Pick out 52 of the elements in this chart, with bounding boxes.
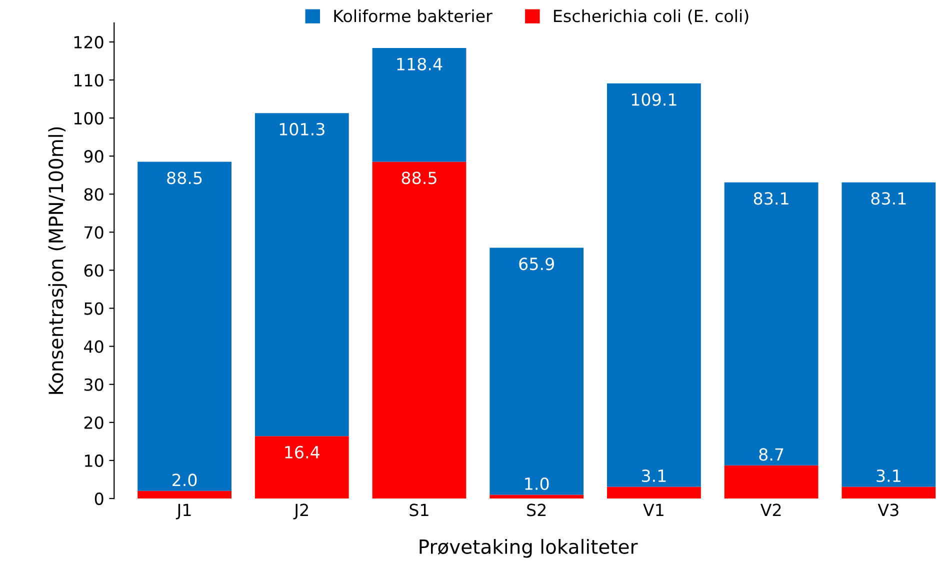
bar xyxy=(138,490,232,499)
data-label: 1.0 xyxy=(525,477,549,490)
bar xyxy=(607,486,701,499)
y-tick-label: 40 xyxy=(84,340,104,353)
bar xyxy=(724,465,818,499)
bar xyxy=(138,162,232,491)
total-label: 118.4 xyxy=(397,58,442,70)
data-label: 3.1 xyxy=(876,469,900,482)
x-tick-label: S1 xyxy=(410,504,428,516)
x-tick-label: J2 xyxy=(293,504,308,520)
bar xyxy=(842,182,936,487)
total-label: 101.3 xyxy=(280,122,324,136)
x-axis-title: Prøvetaking lokaliteter xyxy=(420,538,638,558)
x-tick-label: V2 xyxy=(760,504,781,516)
data-label: 16.4 xyxy=(285,446,320,459)
y-tick-label: 30 xyxy=(84,378,104,391)
y-tick-label: 100 xyxy=(74,112,104,125)
total-label: 83.1 xyxy=(871,192,906,205)
data-label: 88.5 xyxy=(402,172,436,184)
total-label: 109.1 xyxy=(632,93,676,106)
bar xyxy=(842,486,936,499)
y-tick-label: 10 xyxy=(85,454,104,468)
bar xyxy=(254,113,349,436)
bar xyxy=(372,162,466,499)
bar xyxy=(607,83,701,487)
data-label: 8.7 xyxy=(759,448,784,461)
x-tick-label: J1 xyxy=(176,504,191,520)
y-tick-label: 120 xyxy=(74,36,104,49)
y-tick-label: 60 xyxy=(84,264,104,277)
x-tick-label: V3 xyxy=(878,504,898,516)
bar xyxy=(490,248,584,495)
x-tick-label: S2 xyxy=(527,504,546,516)
y-tick-label: 0 xyxy=(94,492,104,506)
x-tick-label: V1 xyxy=(643,504,664,516)
y-tick-label: 50 xyxy=(84,302,104,315)
y-tick-label: 80 xyxy=(84,188,104,201)
total-label: 65.9 xyxy=(519,258,554,270)
y-tick-label: 70 xyxy=(84,226,104,239)
legend-label: Koliforme bakterier xyxy=(334,9,492,22)
y-tick-label: 20 xyxy=(84,416,104,429)
legend-label: Escherichia coli (E. coli) xyxy=(554,9,748,24)
data-label: 2.0 xyxy=(172,474,197,486)
bar xyxy=(490,494,584,499)
total-label: 83.1 xyxy=(754,192,788,205)
data-label: 3.1 xyxy=(642,469,666,482)
bar xyxy=(372,48,466,162)
bar xyxy=(254,436,349,499)
total-label: 88.5 xyxy=(167,172,202,184)
y-tick-label: 90 xyxy=(84,150,104,163)
bar xyxy=(724,182,818,466)
y-axis-title: Konsentrasjon (MPN/100ml) xyxy=(48,127,68,394)
y-tick-label: 110 xyxy=(74,74,104,87)
